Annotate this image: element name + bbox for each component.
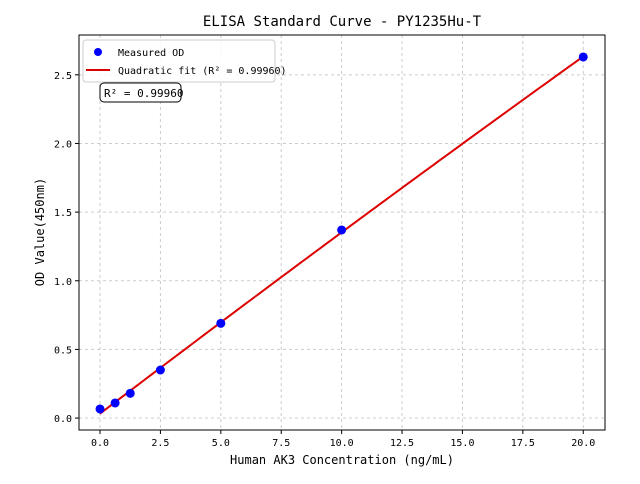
- legend: Measured OD Quadratic fit (R² = 0.99960): [82, 39, 287, 83]
- y-tick-label: 2.5: [54, 71, 72, 82]
- data-point: [125, 388, 135, 398]
- data-point: [155, 365, 165, 375]
- x-tick-label: 2.5: [151, 438, 169, 449]
- x-tick-label: 10.0: [330, 438, 354, 449]
- y-tick-label: 1.5: [54, 208, 72, 219]
- data-point: [578, 52, 588, 62]
- x-tick-label: 20.0: [571, 438, 595, 449]
- chart-title: ELISA Standard Curve - PY1235Hu-T: [203, 14, 482, 30]
- x-tick-label: 17.5: [511, 438, 535, 449]
- data-point: [95, 404, 105, 414]
- data-point: [216, 318, 226, 328]
- data-point: [110, 398, 120, 408]
- legend-label-measured: Measured OD: [118, 48, 184, 59]
- x-tick-label: 12.5: [390, 438, 414, 449]
- data-point: [337, 225, 347, 235]
- r2-annotation: R² = 0.99960: [99, 82, 183, 103]
- x-tick-label: 5.0: [212, 438, 230, 449]
- x-axis-label: Human AK3 Concentration (ng/mL): [230, 453, 454, 467]
- y-tick-label: 0.5: [54, 345, 72, 356]
- y-axis-label: OD Value(450nm): [33, 178, 47, 286]
- y-tick-label: 2.0: [54, 139, 72, 150]
- x-tick-label: 15.0: [450, 438, 474, 449]
- x-tick-label: 7.5: [272, 438, 290, 449]
- y-tick-label: 0.0: [54, 414, 72, 425]
- svg-text:R² = 0.99960: R² = 0.99960: [104, 87, 183, 100]
- x-tick-label: 0.0: [91, 438, 109, 449]
- legend-label-fit: Quadratic fit (R² = 0.99960): [118, 66, 287, 77]
- y-tick-label: 1.0: [54, 277, 72, 288]
- legend-marker-measured: [94, 48, 102, 56]
